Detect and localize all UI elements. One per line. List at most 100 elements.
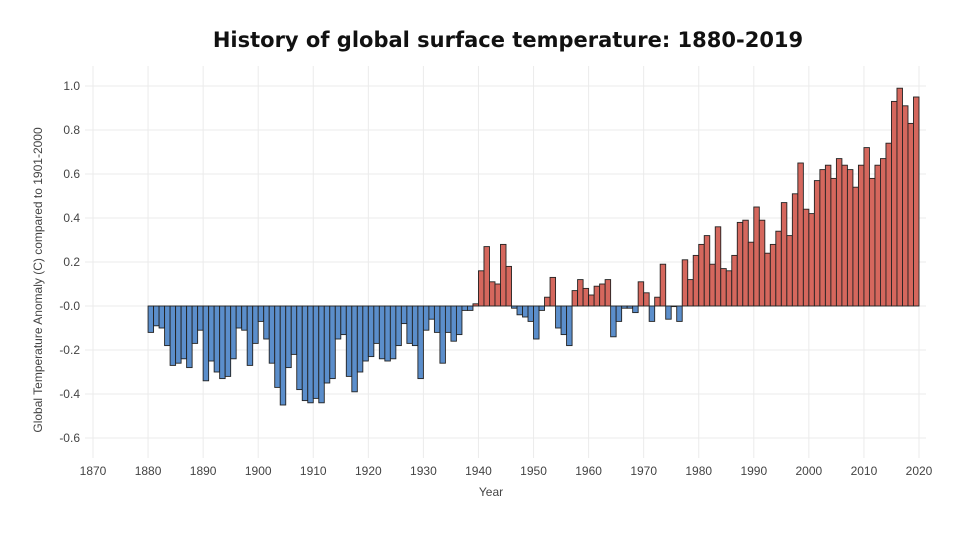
bar-1933 <box>439 305 446 364</box>
bar-1917 <box>351 305 358 393</box>
bar-1996 <box>786 235 793 307</box>
bar-2008 <box>852 186 859 307</box>
bar-1946 <box>511 305 518 309</box>
bar-1899 <box>252 305 259 344</box>
bar-1999 <box>802 208 810 307</box>
bar-1980 <box>698 243 705 307</box>
bar-1973 <box>659 263 667 307</box>
bar-1890 <box>202 305 210 382</box>
bar-1945 <box>505 265 512 307</box>
x-axis-label: Year <box>479 485 503 499</box>
bar-1956 <box>566 305 573 347</box>
x-tick-label: 1950 <box>520 464 547 478</box>
bar-2005 <box>835 158 843 307</box>
y-tick-label: 1.0 <box>63 79 80 93</box>
bar-1991 <box>758 219 766 307</box>
bar-1955 <box>560 305 568 336</box>
bar-1882 <box>158 305 166 329</box>
bar-1949 <box>527 305 534 322</box>
bar-1892 <box>213 305 221 373</box>
bar-1927 <box>406 305 413 344</box>
bar-1932 <box>433 305 441 333</box>
bar-1985 <box>725 270 733 307</box>
bar-1947 <box>516 305 523 316</box>
bar-2012 <box>874 164 881 307</box>
bar-1912 <box>323 305 331 384</box>
bar-2018 <box>907 122 914 307</box>
x-tick-label: 1980 <box>685 464 712 478</box>
bar-1925 <box>395 305 402 347</box>
bars <box>147 87 920 406</box>
bar-1982 <box>709 263 716 307</box>
bar-1903 <box>274 305 281 388</box>
bar-1983 <box>714 226 722 307</box>
bar-1979 <box>692 254 700 307</box>
bar-1928 <box>411 305 419 347</box>
bar-1905 <box>285 305 292 369</box>
bar-1880 <box>147 305 155 333</box>
bar-2010 <box>863 147 870 307</box>
bar-1887 <box>186 305 193 369</box>
bar-1919 <box>362 305 369 362</box>
bar-1990 <box>753 206 760 307</box>
bar-1893 <box>219 305 226 380</box>
bar-1971 <box>648 305 656 322</box>
x-tick-label: 2020 <box>906 464 933 478</box>
bar-1940 <box>478 270 485 307</box>
bar-1926 <box>400 305 408 325</box>
bar-1959 <box>582 287 590 307</box>
bar-1953 <box>549 276 557 307</box>
bar-1918 <box>356 305 364 373</box>
bar-1906 <box>290 305 298 355</box>
bar-2016 <box>896 87 903 307</box>
bar-2004 <box>830 177 837 307</box>
bar-2007 <box>846 169 854 307</box>
bar-1916 <box>345 305 353 377</box>
bar-1960 <box>588 294 595 307</box>
bar-1951 <box>538 305 545 311</box>
bar-1954 <box>555 305 562 329</box>
x-tick-label: 1870 <box>80 464 107 478</box>
bar-1922 <box>378 305 386 360</box>
bar-1886 <box>180 305 188 360</box>
x-tick-label: 1920 <box>355 464 382 478</box>
bar-1986 <box>731 254 738 307</box>
bar-1901 <box>263 305 270 340</box>
bar-1961 <box>593 285 601 307</box>
bar-2017 <box>902 105 909 307</box>
bar-1888 <box>191 305 199 344</box>
bar-1958 <box>577 279 584 307</box>
bar-1994 <box>775 230 782 307</box>
bar-1884 <box>169 305 177 366</box>
x-axis-ticks: 1870 1880 1890 1900 1910 1920 1930 1940 1950 1960… <box>80 464 933 478</box>
x-tick-label: 1890 <box>190 464 217 478</box>
bar-2014 <box>885 142 892 307</box>
bar-1977 <box>681 259 689 307</box>
bar-1998 <box>797 162 804 307</box>
bar-1992 <box>764 252 771 307</box>
bar-2013 <box>880 158 887 307</box>
bar-1942 <box>489 281 496 307</box>
bar-1978 <box>687 279 694 307</box>
y-tick-label: 0.6 <box>63 167 80 181</box>
x-tick-label: 1940 <box>465 464 492 478</box>
bar-1952 <box>544 296 551 307</box>
bar-1894 <box>224 305 232 377</box>
bar-1891 <box>208 305 215 362</box>
y-tick-label: 0.4 <box>63 211 80 225</box>
bar-1995 <box>780 202 788 307</box>
bar-1939 <box>472 303 479 307</box>
bar-1881 <box>153 305 160 327</box>
bar-1907 <box>296 305 303 391</box>
bar-1923 <box>384 305 391 362</box>
x-tick-label: 1970 <box>630 464 657 478</box>
x-tick-label: 1910 <box>300 464 327 478</box>
x-tick-label: 1880 <box>135 464 162 478</box>
bar-1976 <box>676 305 683 322</box>
bar-1902 <box>268 305 276 364</box>
bar-1962 <box>599 283 606 307</box>
bar-2009 <box>857 164 865 307</box>
x-tick-label: 1990 <box>740 464 767 478</box>
x-tick-label: 2000 <box>796 464 823 478</box>
